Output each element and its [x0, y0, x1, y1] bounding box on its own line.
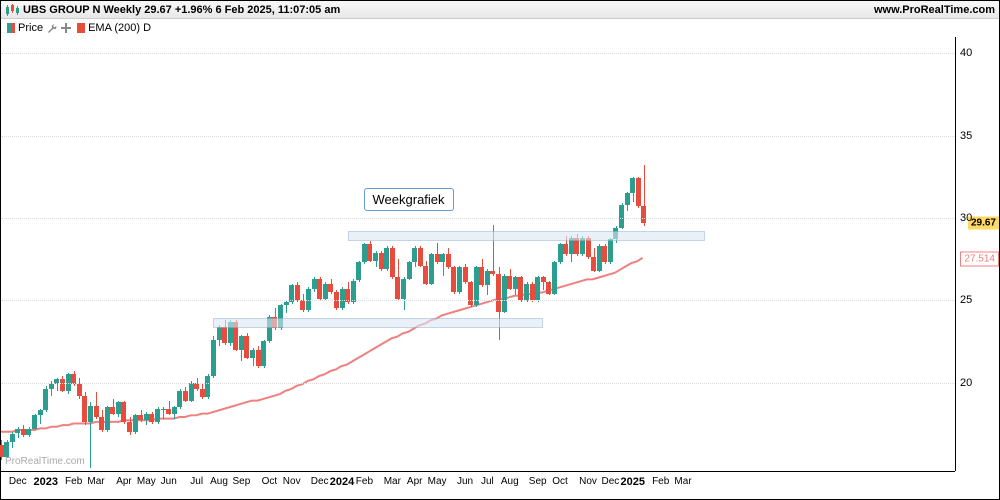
x-tick-label: May — [137, 476, 156, 487]
x-tick-label: Apr — [116, 476, 132, 487]
current-price-marker: 29.67 — [968, 217, 999, 230]
watermark-label: ProRealTime.com — [5, 456, 85, 467]
branding-label: www.ProRealTime.com — [874, 4, 995, 16]
x-axis: Dec 2023 Feb Mar Apr May Jun Jul Aug Sep Oct Nov Dec… — [1, 471, 955, 499]
plot-area[interactable]: Weekgrafiek ProRealTime.com — [1, 37, 955, 471]
x-tick-label: Nov — [283, 476, 301, 487]
x-tick-label: Feb — [65, 476, 82, 487]
y-tick-label: 30 — [960, 212, 972, 224]
header-bar: UBS GROUP N Weekly 29.67 +1.96% 6 Feb 20… — [1, 1, 999, 19]
x-tick-label: Dec — [311, 476, 329, 487]
x-tick-label: Jun — [457, 476, 473, 487]
x-tick-label: Oct — [262, 476, 278, 487]
x-tick-label: Sep — [529, 476, 547, 487]
x-tick-label: Feb — [356, 476, 373, 487]
y-tick-label: 40 — [960, 47, 972, 59]
plus-icon[interactable] — [61, 23, 71, 33]
y-tick-label: 20 — [960, 377, 972, 389]
y-tick-label: 25 — [960, 294, 972, 306]
chart-title: UBS GROUP N Weekly 29.67 +1.96% 6 Feb 20… — [23, 4, 340, 16]
header-left: UBS GROUP N Weekly 29.67 +1.96% 6 Feb 20… — [5, 3, 340, 17]
ema-swatch-icon — [77, 23, 85, 33]
wrench-icon[interactable] — [46, 22, 58, 34]
price-swatch-icon — [7, 23, 15, 33]
annotation-label[interactable]: Weekgrafiek — [364, 188, 454, 211]
x-tick-label: Dec — [9, 476, 27, 487]
x-tick-label: Aug — [501, 476, 519, 487]
support-zone[interactable] — [348, 231, 706, 241]
legend-price-label: Price — [18, 22, 43, 34]
x-tick-label: Mar — [87, 476, 104, 487]
x-tick-label: 2023 — [33, 476, 57, 488]
x-tick-label: Mar — [674, 476, 691, 487]
x-tick-label: Jun — [161, 476, 177, 487]
x-tick-label: Aug — [210, 476, 228, 487]
legend-ema[interactable]: EMA (200) D — [77, 22, 151, 34]
ema-value-marker: 27.514 — [960, 251, 999, 266]
x-tick-label: Apr — [407, 476, 423, 487]
x-tick-label: Dec — [601, 476, 619, 487]
x-tick-label: Mar — [384, 476, 401, 487]
zones-layer — [1, 37, 955, 471]
annotation-text: Weekgrafiek — [373, 192, 445, 207]
x-tick-label: 2024 — [330, 476, 354, 488]
x-tick-label: Jul — [481, 476, 494, 487]
legend-bar: Price EMA (200) D — [1, 19, 999, 37]
x-tick-label: Oct — [552, 476, 568, 487]
support-zone[interactable] — [213, 318, 543, 328]
x-tick-label: Nov — [579, 476, 597, 487]
x-tick-label: 2025 — [620, 476, 644, 488]
y-tick-label: 35 — [960, 130, 972, 142]
legend-price[interactable]: Price — [7, 22, 71, 34]
chart-container: UBS GROUP N Weekly 29.67 +1.96% 6 Feb 20… — [0, 0, 1000, 500]
x-tick-label: Feb — [652, 476, 669, 487]
legend-ema-label: EMA (200) D — [88, 22, 151, 34]
x-tick-label: May — [428, 476, 447, 487]
y-axis: 29.67 27.514 20 25 30 35 40 — [955, 37, 999, 471]
x-tick-label: Jul — [190, 476, 203, 487]
x-tick-label: Sep — [232, 476, 250, 487]
candlestick-icon — [5, 3, 19, 17]
